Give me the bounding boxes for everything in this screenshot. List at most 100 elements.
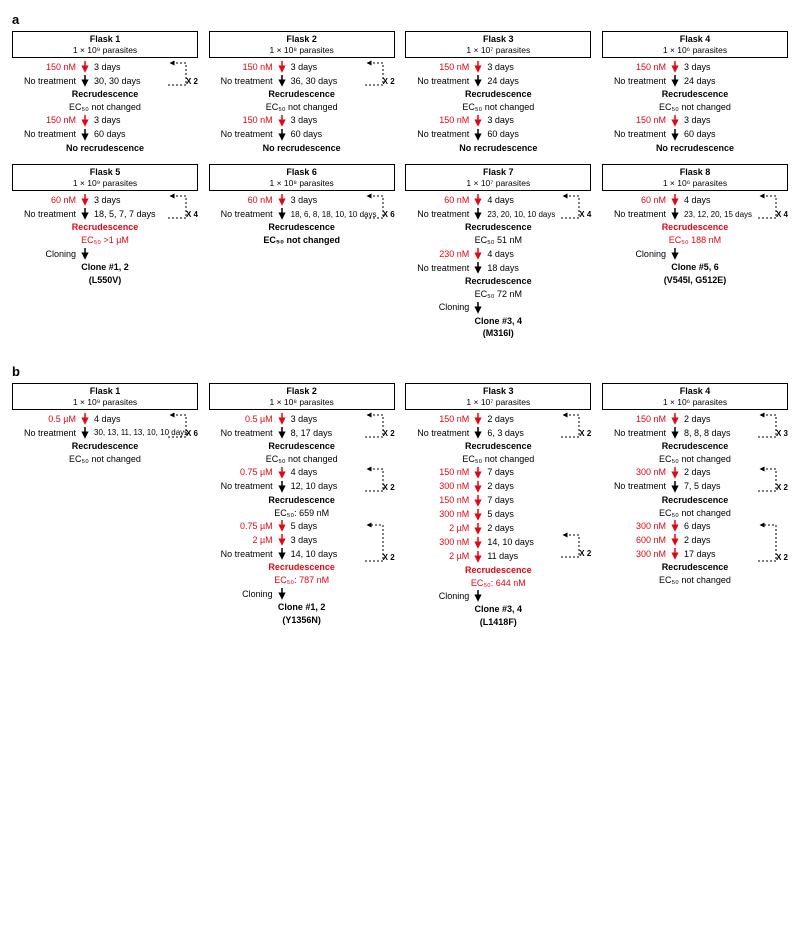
loop-count: X 2 — [186, 77, 198, 87]
loop-count: X 4 — [186, 210, 198, 220]
loop-count3: X 2 — [776, 553, 788, 563]
loop-count: X 2 — [579, 429, 591, 439]
seq-days: 7 days — [485, 495, 591, 506]
loop-count: X 6 — [186, 429, 198, 439]
dose: 150 nM — [602, 62, 668, 73]
dose2: 150 nM — [12, 115, 78, 126]
no-treatment: No treatment — [602, 209, 668, 220]
seq-step: 300 nM5 days — [405, 508, 591, 522]
flask-title: Flask 8 — [607, 167, 783, 178]
ec50: EC₅₀ 51 nM — [405, 234, 591, 247]
dose: 150 nM — [12, 62, 78, 73]
treat-days: 3 days — [485, 62, 591, 73]
recrudescence2: Recrudescence — [209, 494, 395, 507]
seq-dose: 300 nM — [405, 509, 471, 520]
seq-dose: 150 nM — [405, 467, 471, 478]
flask-a5: Flask 51 × 10⁹ parasites 60 nM3 days No … — [12, 164, 198, 340]
seq-step: 150 nM7 days — [405, 466, 591, 480]
rec-days: 24 days — [485, 76, 591, 87]
no-treatment: No treatment — [602, 76, 668, 87]
flask-a6: Flask 61 × 10⁸ parasites 60 nM3 days No … — [209, 164, 395, 340]
flask-b1: Flask 11 × 10⁹ parasites 0.5 µM4 days No… — [12, 383, 198, 629]
dose: 60 nM — [209, 195, 275, 206]
flask-a7: Flask 71 × 10⁷ parasites 60 nM4 days No … — [405, 164, 591, 340]
no-treatment: No treatment — [405, 428, 471, 439]
ec50: EC₅₀ not changed — [405, 453, 591, 466]
flask-sub: 1 × 10⁶ parasites — [607, 45, 783, 55]
section-a-row1: Flask 1 1 × 10⁹ parasites 150 nM3 days N… — [12, 31, 788, 154]
seq-dose: 600 nM — [602, 535, 668, 546]
loop-count3: X 2 — [383, 553, 395, 563]
ec50: EC₅₀ not changed — [12, 453, 198, 466]
ec50-2: EC₅₀ not changed — [602, 507, 788, 520]
flask-a3: Flask 31 × 10⁷ parasites 150 nM3 days No… — [405, 31, 591, 154]
loop-count2: X 2 — [579, 549, 591, 559]
final: No recrudescence — [405, 142, 591, 155]
treat2: 3 days — [682, 115, 788, 126]
cloning: Cloning — [602, 249, 668, 260]
ec50: EC₅₀ 188 nM — [602, 234, 788, 247]
treat2: 3 days — [289, 115, 395, 126]
ec50-2: EC₅₀: 659 nM — [209, 507, 395, 520]
recrudescence: Recrudescence — [602, 440, 788, 453]
cloning: Cloning — [209, 589, 275, 600]
notreat2: 60 days — [485, 129, 591, 140]
rec-days: 24 days — [682, 76, 788, 87]
dose2: 300 nM — [602, 467, 668, 478]
seq-days: 2 days — [485, 481, 591, 492]
no-treatment2: No treatment — [405, 263, 471, 274]
flask-sub: 1 × 10⁹ parasites — [17, 397, 193, 407]
recrudescence: Recrudescence — [405, 221, 591, 234]
flask-title: Flask 1 — [17, 386, 193, 397]
cloning: Cloning — [405, 591, 471, 602]
ec50: EC₅₀ not changed — [209, 101, 395, 114]
no-treatment: No treatment — [209, 209, 275, 220]
dose: 60 nM — [602, 195, 668, 206]
clone: Clone #3, 4 — [405, 603, 591, 616]
mutation: (M316I) — [405, 327, 591, 340]
flask-sub: 1 × 10⁷ parasites — [410, 397, 586, 407]
flask-a4: Flask 41 × 10⁶ parasites 150 nM3 days No… — [602, 31, 788, 154]
treat-days: 3 days — [682, 62, 788, 73]
ec50-3: EC₅₀ not changed — [602, 574, 788, 587]
recrudescence: Recrudescence — [209, 88, 395, 101]
flask-title: Flask 7 — [410, 167, 586, 178]
ec50: EC₅₀ not changed — [209, 453, 395, 466]
ec50: EC₅₀ not changed — [12, 101, 198, 114]
flask-a2: Flask 21 × 10⁸ parasites 150 nM3 days No… — [209, 31, 395, 154]
mutation: (L550V) — [12, 274, 198, 287]
seq-step: 150 nM7 days — [405, 494, 591, 508]
seq-dose: 300 nM — [602, 521, 668, 532]
loop-count2: X 2 — [383, 483, 395, 493]
flask-a1: Flask 1 1 × 10⁹ parasites 150 nM3 days N… — [12, 31, 198, 154]
loop-count: X 2 — [383, 77, 395, 87]
dose2: 150 nM — [602, 115, 668, 126]
loop-count: X 4 — [579, 210, 591, 220]
no-treatment: No treatment — [209, 76, 275, 87]
ec50: EC₅₀ not changed — [602, 453, 788, 466]
flask-sub: 1 × 10⁶ parasites — [607, 178, 783, 188]
flask-sub: 1 × 10⁸ parasites — [214, 397, 390, 407]
loop-count: X 3 — [776, 429, 788, 439]
flask-title: Flask 5 — [17, 167, 193, 178]
no-treatment: No treatment — [12, 76, 78, 87]
treat2: 3 days — [92, 115, 198, 126]
flask-title: Flask 1 — [17, 34, 193, 45]
section-b-label: b — [12, 364, 788, 379]
ec50-3: EC₅₀: 644 nM — [405, 577, 591, 590]
seq-dose: 300 nM — [405, 481, 471, 492]
section-a-label: a — [12, 12, 788, 27]
flask-b2: Flask 21 × 10⁸ parasites 0.5 µM3 days No… — [209, 383, 395, 629]
ec50: EC₅₀ not changed — [405, 101, 591, 114]
clone: Clone #5, 6 — [602, 261, 788, 274]
final: No recrudescence — [12, 142, 198, 155]
recrudescence2: Recrudescence — [602, 494, 788, 507]
clone: Clone #3, 4 — [405, 315, 591, 328]
flask-sub: 1 × 10⁷ parasites — [410, 178, 586, 188]
recrudescence: Recrudescence — [12, 440, 198, 453]
seq-dose: 300 nM — [602, 549, 668, 560]
ec50-3: EC₅₀: 787 nM — [209, 574, 395, 587]
seq-dose: 2 µM — [405, 523, 471, 534]
mutation: (V545I, G512E) — [602, 274, 788, 287]
dose: 150 nM — [405, 414, 471, 425]
